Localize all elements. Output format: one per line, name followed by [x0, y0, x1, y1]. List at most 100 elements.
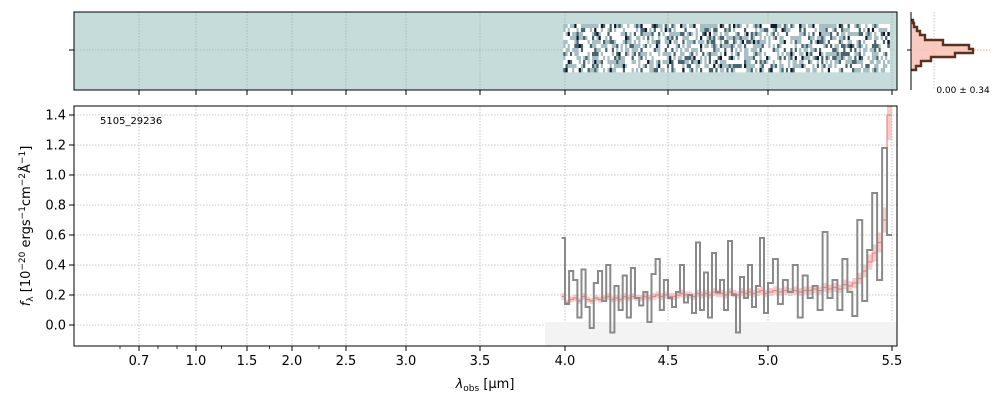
heatmap-cell [735, 32, 738, 37]
heatmap-cell [611, 36, 615, 41]
heatmap-cell [755, 44, 758, 49]
heatmap-cell [730, 24, 734, 29]
heatmap-cell [783, 24, 787, 29]
heatmap-cell [852, 36, 855, 41]
heatmap-cell [777, 60, 780, 65]
heatmap-cell [774, 28, 778, 33]
heatmap-cell [830, 44, 833, 49]
heatmap-cell [578, 32, 582, 37]
heatmap-cell [664, 68, 668, 73]
heatmap-cell [717, 24, 721, 29]
heatmap-cell [580, 56, 584, 61]
heatmap-cell [821, 48, 824, 53]
heatmap-cell [849, 24, 853, 29]
heatmap-cell [576, 56, 579, 61]
heatmap-cell [677, 32, 681, 37]
heatmap-cell [572, 64, 575, 69]
heatmap-cell [715, 68, 718, 73]
heatmap-cell [821, 40, 824, 45]
heatmap-cell [783, 68, 787, 73]
heatmap-cell [636, 36, 639, 41]
heatmap-cell [774, 48, 778, 53]
heatmap-cell [799, 24, 802, 29]
heatmap-cell [587, 52, 590, 57]
heatmap-cell [622, 36, 626, 41]
heatmap-cell [803, 68, 807, 73]
heatmap-cell [869, 64, 873, 69]
heatmap-cell [572, 32, 575, 37]
heatmap-cell [664, 64, 668, 69]
heatmap-cell [688, 40, 692, 45]
heatmap-cell [622, 28, 626, 33]
heatmap-cell [878, 36, 881, 41]
heatmap-cell [708, 52, 712, 57]
heatmap-cell [878, 40, 881, 45]
heatmap-cell [671, 52, 674, 57]
heatmap-cell [816, 52, 820, 57]
heatmap-cell [627, 68, 630, 73]
heatmap-cell [695, 68, 699, 73]
heatmap-cell [746, 40, 749, 45]
heatmap-cell [794, 60, 798, 65]
heatmap-cell [748, 32, 751, 37]
heatmap-cell [814, 56, 818, 61]
heatmap-cell [600, 40, 604, 45]
heatmap-cell [739, 40, 743, 45]
heatmap-cell [684, 64, 687, 69]
heatmap-cell [843, 52, 846, 57]
heatmap-cell [779, 40, 782, 45]
heatmap-cell [653, 64, 657, 69]
heatmap-cell [596, 52, 599, 57]
heatmap-cell [627, 24, 630, 29]
heatmap-cell [693, 32, 696, 37]
heatmap-cell [726, 24, 729, 29]
heatmap-cell [589, 64, 593, 69]
heatmap-cell [856, 68, 859, 73]
heatmap-cell [680, 36, 683, 41]
heatmap-cell [882, 24, 886, 29]
heatmap-cell [812, 48, 815, 53]
heatmap-cell [651, 68, 654, 73]
heatmap-cell [651, 32, 654, 37]
heatmap-cell [603, 64, 606, 69]
x-tick-label: 5.0 [758, 354, 779, 369]
heatmap-cell [768, 44, 771, 49]
heatmap-cell [880, 24, 884, 29]
heatmap-cell [845, 28, 848, 33]
heatmap-cell [708, 36, 712, 41]
heatmap-cell [702, 52, 705, 57]
heatmap-cell [783, 48, 787, 53]
heatmap-cell [808, 40, 811, 45]
heatmap-cell [642, 68, 646, 73]
heatmap-cell [854, 40, 857, 45]
heatmap-cell [803, 56, 807, 61]
heatmap-cell [629, 52, 632, 57]
heatmap-cell [569, 28, 573, 33]
heatmap-cell [574, 24, 577, 29]
heatmap-cell [735, 68, 738, 73]
heatmap-cell [636, 68, 639, 73]
heatmap-cell [849, 68, 853, 73]
heatmap-cell [686, 68, 690, 73]
heatmap-cell [700, 60, 703, 65]
heatmap-cell [726, 68, 729, 73]
heatmap-cell [814, 48, 818, 53]
heatmap-cell [832, 32, 835, 37]
heatmap-cell [691, 56, 694, 61]
heatmap-cell [614, 36, 617, 41]
heatmap-cell [814, 32, 818, 37]
heatmap-cell [849, 40, 853, 45]
heatmap-cell [587, 64, 590, 69]
heatmap-cell [827, 56, 831, 61]
heatmap-cell [880, 68, 884, 73]
heatmap-cell [887, 28, 890, 33]
heatmap-cell [620, 24, 624, 29]
heatmap-cell [640, 64, 643, 69]
heatmap-cell [825, 28, 829, 33]
heatmap-cell [704, 56, 707, 61]
heatmap-cell [711, 36, 714, 41]
heatmap-cell [863, 28, 866, 33]
heatmap-cell [869, 56, 873, 61]
heatmap-cell [587, 44, 590, 49]
heatmap-cell [730, 52, 734, 57]
